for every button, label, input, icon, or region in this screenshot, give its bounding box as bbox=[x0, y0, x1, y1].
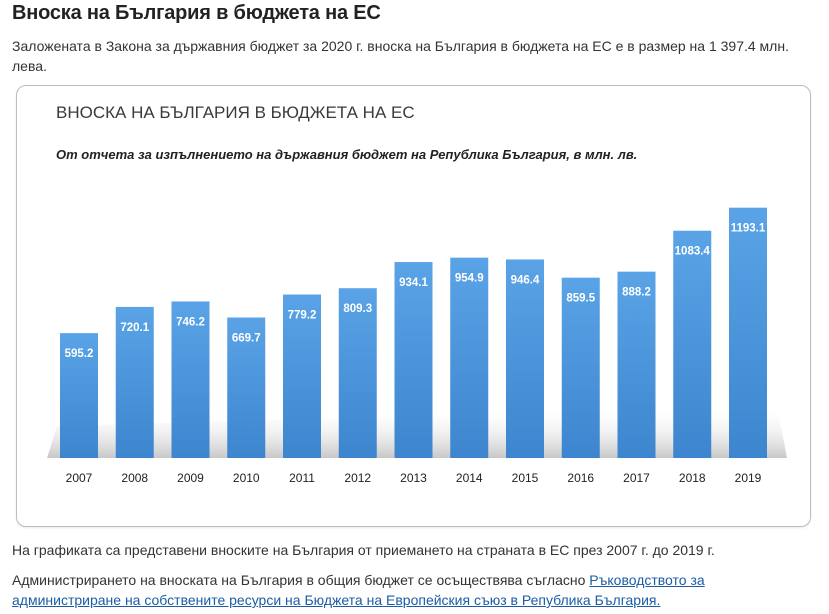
data-label-2010: 669.7 bbox=[232, 332, 261, 344]
bar-2008 bbox=[115, 306, 154, 458]
x-tick-2016: 2016 bbox=[567, 471, 594, 485]
x-tick-2011: 2011 bbox=[289, 471, 315, 485]
bar-2010 bbox=[227, 317, 266, 458]
bar-2007 bbox=[60, 333, 98, 458]
bar-2016 bbox=[561, 277, 600, 458]
bar-2014 bbox=[450, 257, 489, 458]
chart-description: На графиката са представени вноските на … bbox=[12, 542, 715, 558]
data-label-2013: 934.1 bbox=[399, 277, 428, 289]
bar-2019 bbox=[729, 207, 767, 458]
x-tick-2019: 2019 bbox=[735, 471, 762, 485]
bars-group bbox=[60, 207, 767, 458]
x-tick-2007: 2007 bbox=[66, 471, 93, 485]
data-label-2007: 595.2 bbox=[65, 348, 94, 360]
data-label-2017: 888.2 bbox=[622, 287, 651, 299]
intro-text: Заложената в Закона за държавния бюджет … bbox=[12, 38, 789, 74]
x-tick-2017: 2017 bbox=[623, 471, 650, 485]
data-label-2008: 720.1 bbox=[120, 322, 149, 334]
bar-chart: ВНОСКА НА БЪЛГАРИЯ В БЮДЖЕТА НА ЕС От от… bbox=[47, 103, 787, 485]
administration-text: Администрирането на вноската на България… bbox=[12, 572, 590, 588]
bar-2009 bbox=[171, 301, 210, 458]
data-label-2009: 746.2 bbox=[176, 316, 205, 328]
x-tick-2008: 2008 bbox=[121, 471, 148, 485]
bar-2011 bbox=[283, 294, 321, 458]
x-tick-2018: 2018 bbox=[679, 471, 706, 485]
data-label-2018: 1083.4 bbox=[675, 246, 711, 258]
bar-2018 bbox=[673, 230, 712, 458]
x-tick-2013: 2013 bbox=[400, 471, 427, 485]
x-tick-2015: 2015 bbox=[512, 471, 539, 485]
bar-2013 bbox=[394, 262, 433, 458]
chart-subtitle: От отчета за изпълнението на държавния б… bbox=[56, 147, 637, 162]
data-label-2016: 859.5 bbox=[566, 293, 595, 305]
data-labels-group: 595.2 720.1 746.2 669.7 779.2 809.3 934.1 954.9… bbox=[65, 223, 766, 360]
bar-2012 bbox=[338, 288, 377, 458]
x-tick-2010: 2010 bbox=[233, 471, 260, 485]
chart-card: ВНОСКА НА БЪЛГАРИЯ В БЮДЖЕТА НА ЕС От от… bbox=[16, 85, 811, 527]
data-label-2012: 809.3 bbox=[343, 303, 372, 315]
x-axis-ticks-group: 2007 2008 2009 2010 2011 2012 2013 2014 2015 2016… bbox=[66, 471, 762, 485]
x-tick-2012: 2012 bbox=[344, 471, 371, 485]
bar-2017 bbox=[617, 271, 656, 458]
bar-2015 bbox=[506, 259, 544, 458]
data-label-2019: 1193.1 bbox=[731, 223, 766, 235]
x-tick-2009: 2009 bbox=[177, 471, 204, 485]
data-label-2014: 954.9 bbox=[455, 273, 484, 285]
data-label-2015: 946.4 bbox=[511, 274, 540, 286]
administration-paragraph: Администрирането на вноската на България… bbox=[12, 570, 812, 610]
chart-title: ВНОСКА НА БЪЛГАРИЯ В БЮДЖЕТА НА ЕС bbox=[56, 103, 415, 122]
x-tick-2014: 2014 bbox=[456, 471, 483, 485]
data-label-2011: 779.2 bbox=[288, 310, 317, 322]
page-heading: Вноска на България в бюджета на ЕС bbox=[12, 2, 381, 24]
guidelines-link[interactable]: Ръководството за администриране на собст… bbox=[12, 572, 705, 608]
